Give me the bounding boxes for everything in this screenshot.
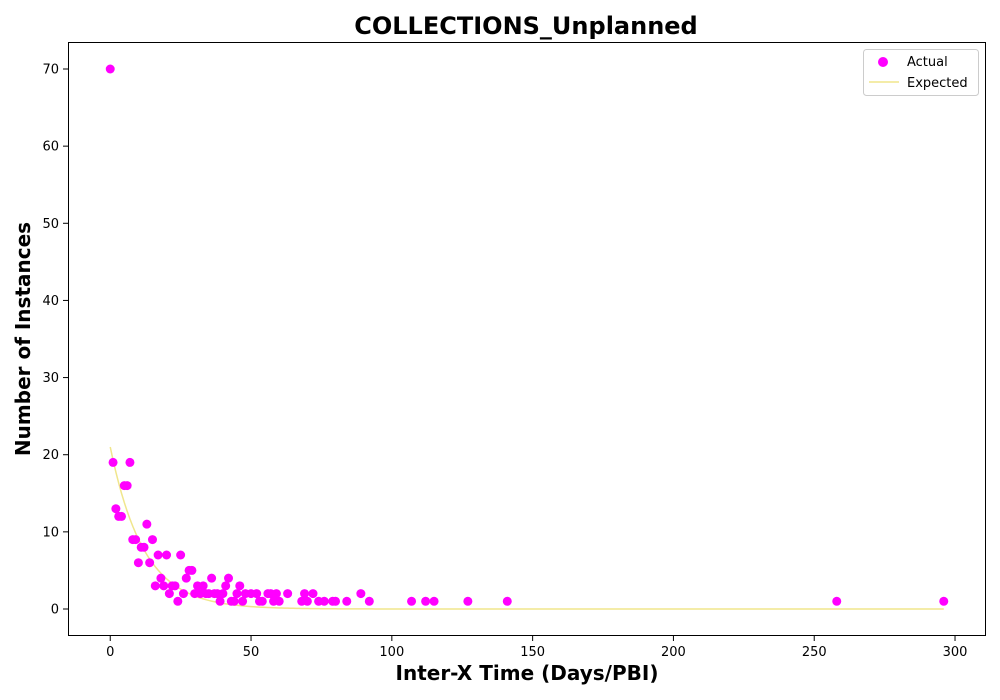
actual-point [125,457,135,467]
y-tick-label: 30 [42,371,59,386]
actual-point [122,481,132,491]
actual-point [142,519,152,529]
x-tick-label: 50 [243,645,260,660]
actual-point [131,535,141,545]
actual-point [170,581,180,591]
y-tick-label: 40 [42,294,59,309]
actual-point [939,596,949,606]
actual-point [356,589,366,599]
legend-label-expected: Expected [907,76,968,91]
actual-point [187,565,197,575]
x-tick-label: 300 [943,645,968,660]
y-tick-label: 0 [51,603,59,618]
actual-point [300,589,310,599]
plot-frame [68,42,986,636]
actual-point [215,596,225,606]
actual-point [224,573,234,583]
actual-point [421,596,431,606]
actual-point [117,511,127,521]
actual-point [164,589,174,599]
actual-point [364,596,374,606]
actual-point [232,589,242,599]
y-tick-label: 60 [42,140,59,155]
actual-points-layer [105,64,949,606]
actual-point [133,558,143,568]
actual-point [139,542,149,552]
y-tick-label: 10 [42,525,59,540]
x-tick-label: 150 [520,645,545,660]
actual-point [145,558,155,568]
actual-point [207,573,217,583]
actual-point [271,589,281,599]
expected-curve-layer [109,446,944,610]
actual-point [319,596,329,606]
actual-point [198,581,208,591]
actual-point [153,550,163,560]
actual-point [178,589,188,599]
actual-point [274,596,284,606]
actual-point [407,596,417,606]
actual-point [108,457,118,467]
actual-point [429,596,439,606]
x-tick-label: 100 [379,645,404,660]
actual-point [221,581,231,591]
actual-point [302,596,312,606]
y-axis-ticks: 0 10 20 30 40 50 60 70 [42,63,68,618]
actual-point [111,504,121,514]
actual-point [331,596,341,606]
legend-label-actual: Actual [907,55,948,70]
y-tick-label: 50 [42,217,59,232]
x-axis-ticks: 0 50 100 150 200 250 300 [106,636,967,660]
actual-point [176,550,186,560]
actual-point [147,535,157,545]
actual-point [159,581,169,591]
actual-point [173,596,183,606]
actual-point [502,596,512,606]
actual-point [156,573,166,583]
actual-point [229,596,239,606]
chart-title: COLLECTIONS_Unplanned [354,12,698,40]
actual-point [105,64,115,74]
actual-point [238,596,248,606]
legend: Actual Expected [863,49,979,96]
actual-point [283,589,293,599]
legend-marker-actual [878,57,888,67]
legend-box [863,49,979,96]
actual-point [257,596,267,606]
actual-point [218,589,228,599]
actual-point [308,589,318,599]
actual-point [463,596,473,606]
x-axis-label: Inter-X Time (Days/PBI) [396,661,659,685]
y-tick-label: 70 [42,63,59,78]
expected-line [109,446,944,610]
actual-point [162,550,172,560]
actual-point [252,589,262,599]
actual-point [181,573,191,583]
actual-point [235,581,245,591]
x-tick-label: 0 [106,645,114,660]
actual-point [832,596,842,606]
y-axis-label: Number of Instances [11,222,35,456]
x-tick-label: 200 [661,645,686,660]
actual-point [150,581,160,591]
actual-point [342,596,352,606]
y-tick-label: 20 [42,448,59,463]
x-tick-label: 250 [802,645,827,660]
